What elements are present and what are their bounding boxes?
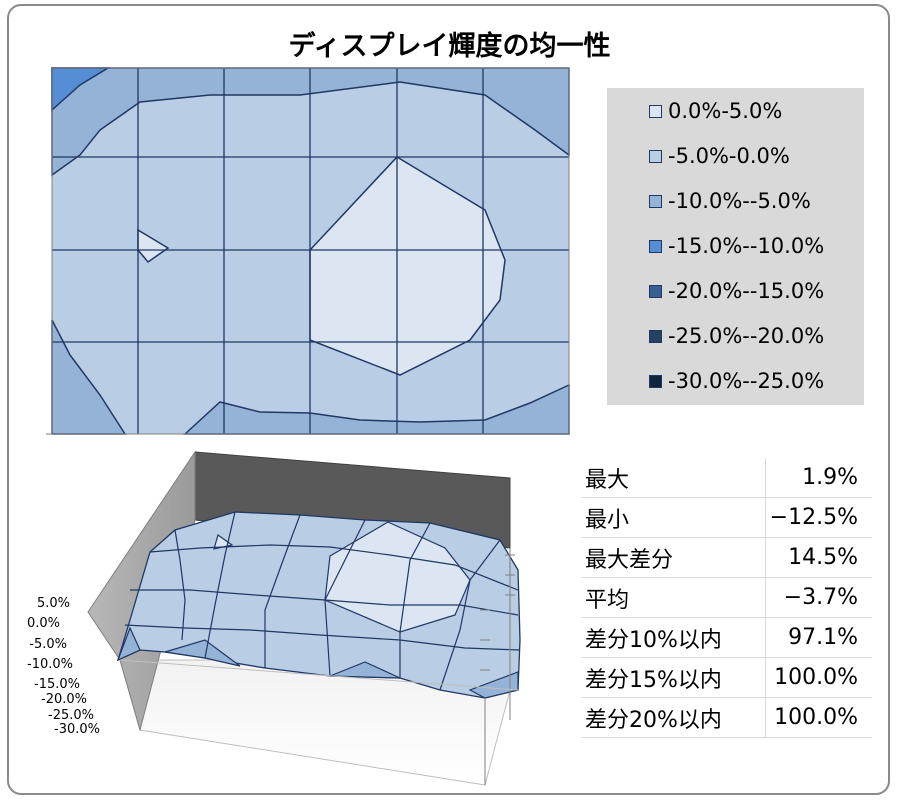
table-cell-value: −12.5%: [765, 497, 872, 538]
surface-region-low: [329, 661, 401, 679]
table-cell-label: 平均: [582, 577, 766, 618]
table-cell-label: 最大差分: [582, 537, 766, 578]
table-cell-value: 100.0%: [765, 697, 872, 738]
table-cell-label: 差分15%以内: [582, 657, 766, 698]
table-row: 平均 −3.7%: [582, 577, 872, 618]
surface-region-low: [164, 639, 241, 667]
table-cell-label: 最大: [582, 458, 766, 498]
legend: 0.0%-5.0% -5.0%-0.0% -10.0%--5.0% -15.0%…: [607, 88, 864, 405]
table-cell-value: 97.1%: [765, 617, 872, 658]
table-row: 差分10%以内 97.1%: [582, 617, 872, 658]
z-tick-label: -15.0%: [34, 677, 80, 692]
surface-region-low: [116, 626, 141, 662]
table-row: 最小 −12.5%: [582, 497, 872, 538]
z-tick-label: -30.0%: [54, 722, 100, 737]
surface-ticks: [119, 548, 519, 785]
legend-label: -30.0%--25.0%: [668, 369, 825, 393]
legend-swatch: [649, 374, 662, 388]
table-cell-value: 1.9%: [765, 458, 872, 498]
table-row: 最大差分 14.5%: [582, 537, 872, 578]
legend-swatch: [649, 284, 662, 298]
stats-table: 最大 1.9% 最小 −12.5% 最大差分 14.5% 平均 −3.7% 差分10%以…: [582, 458, 872, 738]
z-tick-label: -20.0%: [41, 692, 87, 707]
table-cell-label: 差分10%以内: [582, 617, 766, 658]
legend-item: -10.0%--5.0%: [649, 188, 811, 214]
legend-label: -15.0%--10.0%: [668, 234, 825, 258]
legend-label: -25.0%--20.0%: [668, 324, 825, 348]
z-tick-label: 5.0%: [36, 596, 70, 611]
table-row: 差分20%以内 100.0%: [582, 697, 872, 738]
legend-swatch: [649, 239, 662, 253]
contour-border: [51, 67, 570, 435]
legend-swatch: [649, 149, 662, 163]
legend-item: -15.0%--10.0%: [649, 233, 824, 259]
legend-item: -5.0%-0.0%: [649, 143, 790, 169]
legend-item: 0.0%-5.0%: [649, 98, 782, 124]
contour-grid: [52, 68, 569, 434]
table-cell-value: 100.0%: [765, 657, 872, 698]
legend-swatch: [649, 329, 662, 343]
legend-label: 0.0%-5.0%: [668, 99, 783, 123]
z-tick-label: -10.0%: [27, 657, 73, 672]
legend-item: -30.0%--25.0%: [649, 368, 824, 394]
legend-item: -25.0%--20.0%: [649, 323, 824, 349]
chart-title: ディスプレイ輝度の均一性: [288, 31, 611, 62]
table-row: 最大 1.9%: [582, 458, 872, 498]
z-tick-label: 0.0%: [26, 616, 60, 631]
z-tick-label: -5.0%: [29, 637, 67, 652]
legend-label: -20.0%--15.0%: [668, 279, 825, 303]
legend-swatch: [649, 194, 662, 208]
legend-item: -20.0%--15.0%: [649, 278, 824, 304]
table-row: 差分15%以内 100.0%: [582, 657, 872, 698]
table-cell-value: −3.7%: [765, 577, 872, 618]
legend-swatch: [649, 104, 662, 118]
legend-label: -10.0%--5.0%: [668, 189, 811, 213]
surface-mesh: [124, 511, 521, 691]
table-cell-label: 最小: [582, 497, 766, 538]
legend-label: -5.0%-0.0%: [668, 144, 790, 168]
z-tick-label: -25.0%: [48, 708, 94, 723]
table-cell-value: 14.5%: [765, 537, 872, 578]
table-cell-label: 差分20%以内: [582, 697, 766, 738]
